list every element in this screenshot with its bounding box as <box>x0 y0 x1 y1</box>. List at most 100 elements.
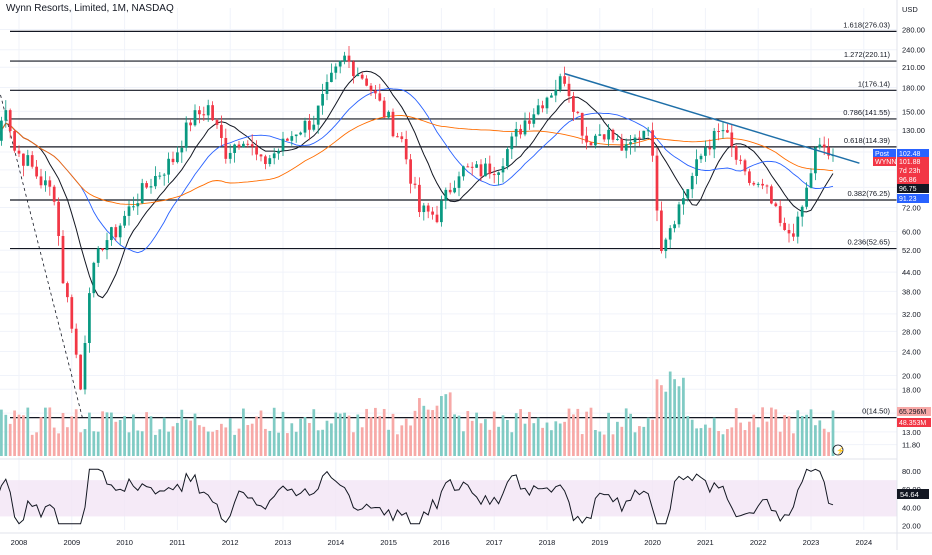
volume-bar <box>435 405 439 456</box>
candle-body <box>528 120 531 124</box>
volume-bar <box>642 426 646 456</box>
volume-bar <box>594 430 597 456</box>
volume-bar <box>140 431 144 456</box>
volume-bar <box>532 423 536 456</box>
volume-bar <box>814 425 817 456</box>
x-tick-label: 2016 <box>433 538 450 547</box>
ma-20-line <box>0 87 834 254</box>
volume-bar <box>96 431 100 456</box>
volume-bar <box>338 413 342 456</box>
price-badge-text: 101.88 <box>899 159 921 166</box>
candle-body <box>286 138 289 141</box>
candle-body <box>497 172 500 175</box>
candle-body <box>673 224 676 229</box>
candle-body <box>22 153 25 166</box>
candle-body <box>730 132 734 147</box>
candle-body <box>805 187 808 207</box>
volume-bar <box>0 409 3 456</box>
candle-body <box>114 227 118 238</box>
volume-bar <box>250 423 254 456</box>
volume-bar <box>237 428 241 456</box>
candle-body <box>356 74 360 77</box>
candle-body <box>611 129 615 140</box>
candle-body <box>145 183 148 188</box>
volume-bar <box>783 415 786 456</box>
candle-body <box>708 147 712 150</box>
rsi-band <box>0 480 897 517</box>
candle-body <box>211 105 214 121</box>
candle-body <box>369 85 373 91</box>
candle-body <box>4 110 8 121</box>
candle-body <box>660 210 663 252</box>
volume-bar <box>673 379 676 456</box>
candle-body <box>378 93 382 101</box>
candle-body <box>523 120 527 135</box>
candle-body <box>488 163 492 175</box>
candle-body <box>272 153 276 159</box>
volume-bar <box>409 425 412 456</box>
candle-body <box>699 155 703 160</box>
volume-bar <box>501 415 505 456</box>
candle-body <box>695 159 698 176</box>
candle-body <box>536 105 540 115</box>
volume-bar <box>211 431 214 456</box>
candle-body <box>321 93 324 106</box>
candle-body <box>180 147 184 153</box>
volume-bar <box>39 417 43 456</box>
volume-bar <box>484 419 487 456</box>
x-tick-label: 2018 <box>539 538 556 547</box>
price-badge <box>897 157 929 166</box>
volume-bar <box>92 431 96 456</box>
volume-bar <box>110 412 113 456</box>
volume-bar <box>726 429 729 456</box>
candle-body <box>206 105 210 116</box>
fib-label: 1.272(220.11) <box>844 50 891 59</box>
volume-bar <box>233 434 236 456</box>
candle-body <box>312 124 316 130</box>
volume-bar <box>497 426 500 456</box>
dashed-decline-line <box>0 94 83 418</box>
candle-body <box>642 130 646 139</box>
candle-body <box>140 183 144 204</box>
volume-bar <box>378 416 382 456</box>
candle-body <box>162 174 166 176</box>
candle-body <box>682 198 685 205</box>
candle-body <box>26 155 30 166</box>
candles-layer <box>0 46 835 395</box>
y-tick-label: 24.00 <box>902 348 921 357</box>
candle-body <box>475 164 478 168</box>
candle-body <box>308 120 311 130</box>
volume-bar <box>321 429 324 456</box>
y-tick-label: 44.00 <box>902 268 921 277</box>
candle-body <box>250 144 254 147</box>
candle-body <box>453 187 456 193</box>
candle-body <box>224 137 228 159</box>
x-tick-label: 2022 <box>750 538 767 547</box>
y-tick-label: 38.00 <box>902 287 921 296</box>
volume-bar <box>822 428 826 456</box>
volume-bar <box>444 394 448 456</box>
volume-bar <box>616 421 619 456</box>
y-tick-label: 150.00 <box>902 107 925 116</box>
volume-bar <box>418 398 421 456</box>
x-tick-label: 2014 <box>327 538 344 547</box>
volume-bar <box>585 411 588 456</box>
volume-bar <box>145 412 148 456</box>
volume-bar <box>589 407 593 456</box>
candle-body <box>796 216 800 237</box>
candle-body <box>303 120 307 133</box>
y-tick-label: 72.00 <box>902 204 921 213</box>
candle-body <box>822 144 826 148</box>
candle-body <box>550 95 553 98</box>
chart-title: Wynn Resorts, Limited, 1M, NASDAQ <box>6 3 174 14</box>
volume-bar <box>756 427 760 456</box>
candle-body <box>215 120 219 125</box>
volume-badge <box>897 407 931 416</box>
y-tick-label: 210.00 <box>902 63 925 72</box>
rsi-tick-label: 80.00 <box>902 467 921 476</box>
volume-bar <box>770 407 773 456</box>
candle-body <box>717 131 720 133</box>
y-tick-label: 130.00 <box>902 126 925 135</box>
